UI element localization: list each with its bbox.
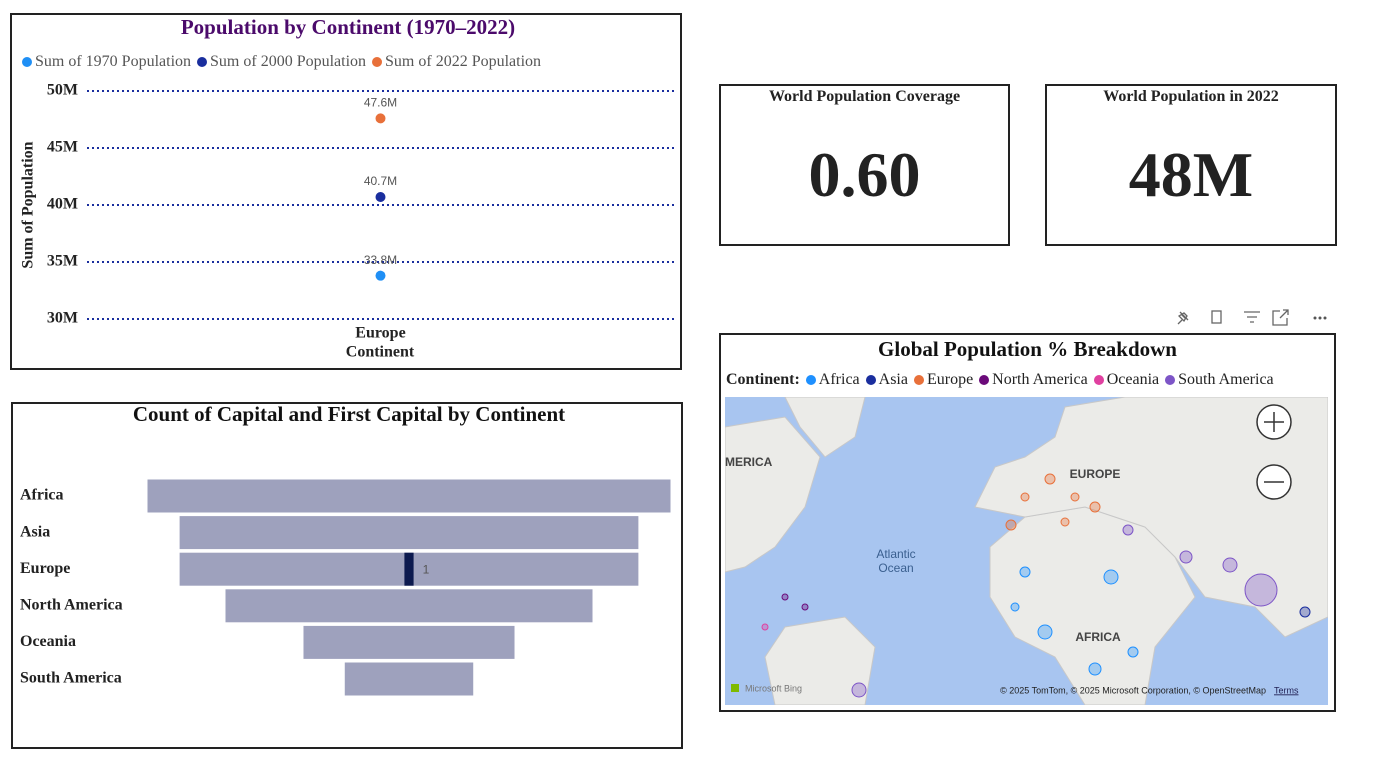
visual-toolbar — [1177, 309, 1327, 326]
category-label: Asia — [20, 523, 50, 540]
data-point — [375, 113, 386, 124]
map-terms[interactable]: Terms — [1274, 685, 1299, 695]
legend-label: Asia — [878, 371, 908, 388]
map-attribution: © 2025 TomTom, © 2025 Microsoft Corporat… — [1000, 685, 1266, 695]
map-label: Atlantic — [876, 547, 915, 561]
y-tick-label: 45M — [47, 139, 78, 156]
funnel-bar — [303, 625, 515, 659]
filter-icon[interactable] — [1244, 311, 1260, 323]
population-chart: Population by Continent (1970–2022) Sum … — [10, 13, 682, 370]
legend-swatch — [372, 57, 383, 67]
y-tick-label: 35M — [47, 253, 78, 270]
y-tick-label: 50M — [47, 82, 78, 99]
funnel-bar — [147, 479, 671, 513]
legend-swatch — [913, 375, 924, 385]
map-bubbles — [761, 473, 1311, 698]
legend: Sum of 1970 Population Sum of 2000 Popula… — [16, 53, 541, 71]
legend-label: Africa — [818, 371, 860, 388]
category-label: Africa — [20, 487, 64, 504]
kpi-card: World Population Coverage 0.60 — [719, 84, 1010, 246]
legend-swatch — [1165, 375, 1176, 385]
land — [725, 397, 1328, 705]
legend-swatch — [979, 375, 990, 385]
legend-swatch — [865, 375, 876, 385]
map-brand: Microsoft Bing — [745, 683, 802, 693]
map-labels: MERICA EUROPE Atlantic Ocean AFRICA Micr… — [725, 455, 1299, 695]
chart-svg: Population by Continent (1970–2022) Sum … — [20, 15, 674, 361]
data-label: 1 — [423, 562, 430, 576]
legend-swatch — [1093, 375, 1104, 385]
data-label: 40.7M — [364, 174, 397, 188]
card-title: World Population in 2022 — [1103, 88, 1279, 105]
data-point — [375, 270, 386, 281]
funnel-bar — [179, 516, 639, 550]
copy-icon[interactable] — [1211, 310, 1222, 324]
funnel-chart: Count of Capital and First Capital by Co… — [11, 402, 683, 749]
kpi-card: World Population in 2022 48M — [1045, 84, 1337, 246]
map-legend: Continent: Africa Asia Europe North America… — [726, 371, 1274, 389]
legend-label: Oceania — [1106, 371, 1160, 388]
category-label: Europe — [20, 560, 70, 577]
map-label: MERICA — [725, 455, 773, 469]
chart-title: Population by Continent (1970–2022) — [181, 15, 515, 39]
funnel-bar — [225, 589, 593, 623]
funnel-bar — [344, 662, 474, 696]
chart-title: Count of Capital and First Capital by Co… — [133, 404, 565, 426]
legend-label: Sum of 2000 Population — [210, 53, 367, 70]
card-value: 0.60 — [808, 139, 921, 210]
category-label: North America — [20, 596, 123, 613]
legend-swatch — [805, 375, 816, 385]
category-label: Oceania — [20, 633, 76, 650]
legend-swatch — [22, 57, 32, 67]
map-label: Ocean — [878, 561, 913, 575]
card-value: 48M — [1128, 139, 1254, 210]
chart-svg: Count of Capital and First Capital by Co… — [20, 402, 671, 696]
x-tick-label: Europe — [355, 325, 405, 342]
map[interactable]: MERICA EUROPE Atlantic Ocean AFRICA Micr… — [725, 397, 1328, 705]
focus-icon[interactable] — [1272, 309, 1289, 326]
legend-label: Sum of 2022 Population — [385, 53, 542, 70]
x-axis-label: Continent — [346, 344, 415, 361]
first-capital-bar — [404, 552, 414, 586]
bing-logo — [731, 684, 739, 692]
data-label: 33.8M — [364, 253, 397, 267]
legend-label: North America — [992, 371, 1088, 388]
pin-icon[interactable] — [1177, 311, 1189, 325]
legend-label: South America — [1178, 371, 1274, 388]
more-icon[interactable] — [1313, 316, 1327, 320]
card-title: World Population Coverage — [768, 88, 961, 105]
legend-label: Europe — [926, 371, 974, 388]
y-tick-label: 30M — [47, 310, 78, 327]
zoom-in[interactable] — [1256, 404, 1292, 440]
map-label: AFRICA — [1075, 630, 1121, 644]
legend-swatch — [197, 57, 208, 67]
data-label: 47.6M — [364, 96, 397, 110]
y-axis-label: Sum of Population — [20, 141, 37, 268]
legend-title: Continent: — [726, 371, 800, 388]
data-point — [375, 192, 386, 203]
zoom-out[interactable] — [1256, 464, 1292, 500]
map-title: Global Population % Breakdown — [878, 337, 1177, 361]
map-label: EUROPE — [1070, 467, 1121, 481]
category-label: South America — [20, 670, 122, 687]
legend-label: Sum of 1970 Population — [35, 53, 192, 70]
map-visual: Global Population % Breakdown Continent:… — [719, 333, 1336, 712]
y-tick-label: 40M — [47, 196, 78, 213]
